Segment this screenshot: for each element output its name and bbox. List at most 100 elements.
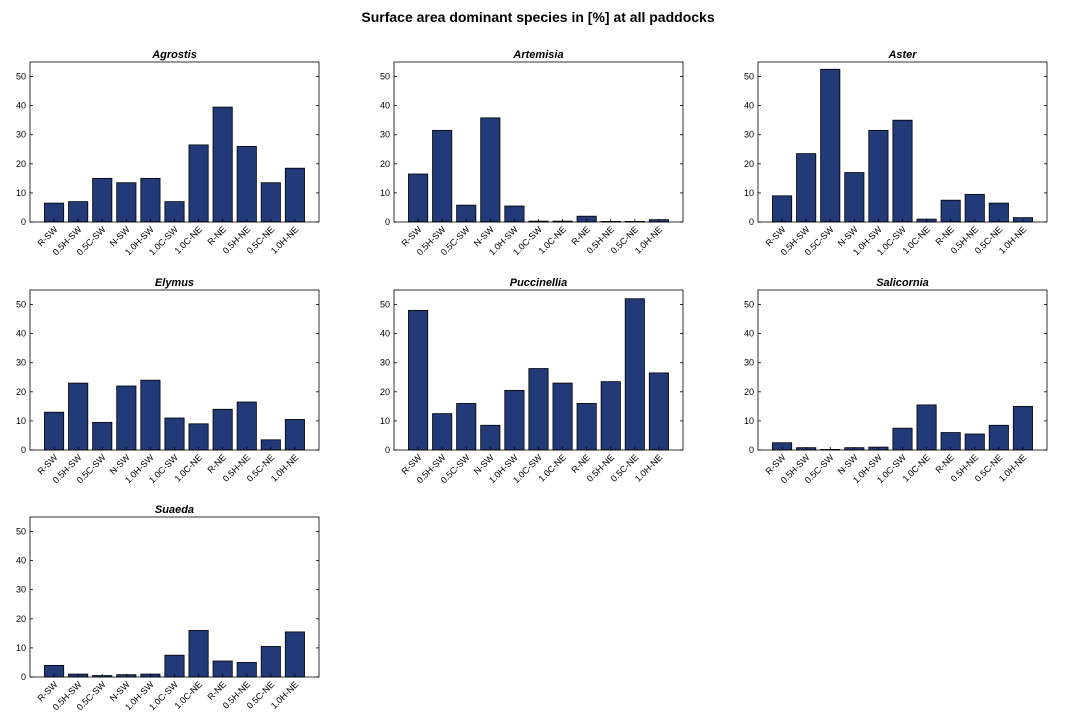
y-tick-label: 30	[16, 585, 26, 595]
bar-puccinellia-0-5c-sw	[456, 403, 477, 451]
y-tick-label: 40	[744, 101, 754, 111]
y-tick-label: 30	[744, 130, 754, 140]
y-tick-label: 20	[744, 387, 754, 397]
y-tick-label: 40	[16, 556, 26, 566]
bar-puccinellia-1-0h-sw	[504, 389, 525, 451]
y-tick-label: 30	[380, 130, 390, 140]
y-tick-label: 0	[749, 445, 754, 455]
y-tick-label: 0	[749, 217, 754, 227]
y-tick-label: 20	[380, 159, 390, 169]
bar-elymus-0-5h-ne	[236, 401, 257, 451]
y-tick-label: 50	[16, 72, 26, 82]
chart-title-salicornia: Salicornia	[876, 277, 929, 289]
y-tick-label: 0	[385, 217, 390, 227]
bar-puccinellia-r-sw	[408, 309, 429, 451]
chart-title-suaeda: Suaeda	[155, 504, 194, 516]
y-tick-label: 30	[380, 358, 390, 368]
bar-agrostis-1-0c-ne	[188, 144, 209, 223]
y-tick-label: 10	[744, 416, 754, 426]
y-tick-label: 40	[744, 329, 754, 339]
bar-agrostis-0-5h-ne	[236, 145, 257, 223]
bar-elymus-0-5h-sw	[68, 382, 89, 451]
bar-elymus-1-0c-sw	[164, 417, 185, 451]
bar-elymus-r-sw	[44, 411, 65, 451]
y-tick-label: 10	[16, 416, 26, 426]
bar-aster-0-5c-sw	[820, 68, 841, 223]
figure-title: Surface area dominant species in [%] at …	[361, 9, 715, 25]
bar-salicornia-1-0c-sw	[892, 427, 913, 451]
bar-elymus-1-0c-ne	[188, 423, 209, 451]
y-tick-label: 20	[16, 614, 26, 624]
bar-agrostis-0-5h-sw	[68, 201, 89, 223]
chart-title-agrostis: Agrostis	[151, 49, 197, 61]
y-tick-label: 40	[16, 101, 26, 111]
y-tick-label: 40	[16, 329, 26, 339]
y-tick-label: 0	[21, 672, 26, 682]
bar-salicornia-0-5c-ne	[988, 424, 1009, 451]
y-tick-label: 20	[16, 159, 26, 169]
bar-aster-1-0c-sw	[892, 119, 913, 223]
y-tick-label: 10	[16, 643, 26, 653]
bar-artemisia-0-5h-sw	[432, 129, 453, 223]
bar-agrostis-0-5c-ne	[260, 182, 281, 223]
bar-puccinellia-1-0c-sw	[528, 368, 549, 451]
chart-title-puccinellia: Puccinellia	[510, 277, 567, 289]
y-tick-label: 50	[744, 72, 754, 82]
y-tick-label: 0	[21, 217, 26, 227]
bar-salicornia-1-0c-ne	[916, 404, 937, 451]
bar-puccinellia-0-5h-ne	[600, 381, 621, 451]
bar-agrostis-n-sw	[116, 182, 137, 223]
bar-aster-r-sw	[772, 195, 793, 223]
bar-elymus-1-0h-sw	[140, 379, 161, 451]
bar-artemisia-n-sw	[480, 117, 501, 223]
y-tick-label: 30	[16, 358, 26, 368]
bar-elymus-1-0h-ne	[284, 419, 305, 451]
y-tick-label: 0	[21, 445, 26, 455]
bar-aster-0-5h-sw	[796, 153, 817, 223]
bar-aster-1-0h-sw	[868, 129, 889, 223]
y-tick-label: 50	[380, 300, 390, 310]
bar-suaeda-1-0c-ne	[188, 630, 209, 678]
chart-puccinellia: Puccinellia01020304050R-SW0.5H-SW0.5C-SW…	[380, 277, 684, 485]
bar-suaeda-0-5c-ne	[260, 646, 281, 678]
bar-agrostis-r-ne	[212, 106, 233, 223]
y-tick-label: 10	[380, 188, 390, 198]
y-tick-label: 20	[380, 387, 390, 397]
bar-aster-n-sw	[844, 172, 865, 223]
y-tick-label: 20	[16, 387, 26, 397]
y-tick-label: 10	[16, 188, 26, 198]
y-tick-label: 40	[380, 101, 390, 111]
bar-agrostis-0-5c-sw	[92, 177, 113, 223]
bar-aster-r-ne	[940, 199, 961, 223]
bar-suaeda-1-0c-sw	[164, 654, 185, 678]
y-tick-label: 50	[380, 72, 390, 82]
bar-elymus-0-5c-sw	[92, 421, 113, 451]
y-tick-label: 10	[744, 188, 754, 198]
bar-puccinellia-n-sw	[480, 424, 501, 451]
y-tick-label: 30	[16, 130, 26, 140]
chart-title-aster: Aster	[887, 49, 917, 61]
y-tick-label: 50	[16, 527, 26, 537]
y-tick-label: 10	[380, 416, 390, 426]
bar-puccinellia-r-ne	[576, 403, 597, 451]
bar-artemisia-r-sw	[408, 173, 429, 223]
bar-agrostis-1-0h-sw	[140, 177, 161, 223]
y-tick-label: 20	[744, 159, 754, 169]
bar-suaeda-1-0h-ne	[284, 631, 305, 678]
bar-aster-0-5h-ne	[964, 193, 985, 223]
bar-agrostis-1-0h-ne	[284, 167, 305, 223]
y-tick-label: 30	[744, 358, 754, 368]
y-tick-label: 40	[380, 329, 390, 339]
y-tick-label: 50	[16, 300, 26, 310]
bar-elymus-r-ne	[212, 408, 233, 451]
bar-agrostis-1-0c-sw	[164, 201, 185, 223]
chart-title-artemisia: Artemisia	[512, 49, 563, 61]
y-tick-label: 0	[385, 445, 390, 455]
